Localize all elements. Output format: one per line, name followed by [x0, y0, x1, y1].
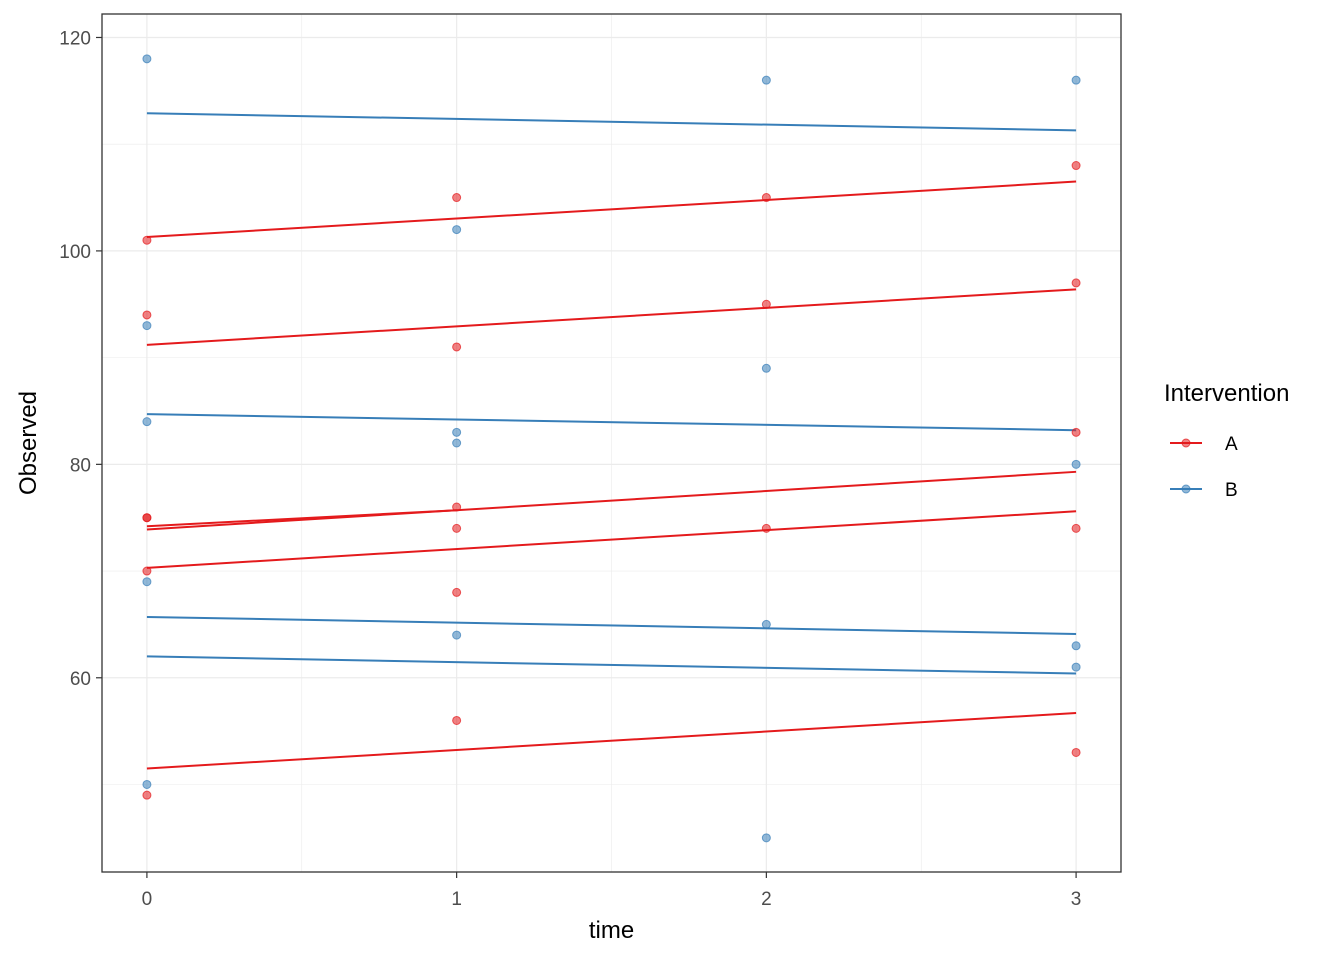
- legend-label-a: A: [1225, 434, 1238, 455]
- data-point-a: [452, 715, 462, 725]
- data-point-a: [142, 566, 152, 576]
- data-point-a: [1071, 523, 1081, 533]
- fit-line-a: [146, 180, 1077, 239]
- fit-line-b: [146, 112, 1077, 132]
- y-axis: 60 80 100 120: [59, 28, 102, 690]
- fit-line-a: [146, 509, 457, 528]
- legend: Intervention A B: [1164, 380, 1289, 501]
- data-point-b: [142, 779, 152, 789]
- data-point-a: [452, 523, 462, 533]
- data-point-b: [761, 363, 771, 373]
- grid-minor: [102, 14, 1121, 872]
- data-point-b: [452, 427, 462, 437]
- data-point-b: [452, 438, 462, 448]
- data-point-a: [142, 790, 152, 800]
- data-point-a: [761, 193, 771, 203]
- fit-line-b: [146, 413, 1077, 432]
- data-point-a: [1071, 747, 1081, 757]
- fit-lines: [146, 112, 1077, 770]
- legend-entry-b: B: [1170, 480, 1238, 501]
- legend-label-b: B: [1225, 480, 1238, 501]
- data-point-b: [142, 321, 152, 331]
- data-point-b: [1071, 641, 1081, 651]
- data-point-b: [1071, 75, 1081, 85]
- data-point-a: [761, 299, 771, 309]
- legend-entry-a: A: [1170, 434, 1238, 455]
- legend-key-point-a: [1181, 438, 1191, 448]
- data-point-a: [142, 310, 152, 320]
- y-tick-label: 80: [70, 455, 91, 476]
- data-point-b: [142, 577, 152, 587]
- x-tick-label: 1: [451, 889, 462, 910]
- x-axis: 0 1 2 3: [142, 872, 1082, 910]
- data-point-a: [142, 513, 152, 523]
- data-point-b: [452, 225, 462, 235]
- legend-key-point-b: [1181, 484, 1191, 494]
- x-tick-label: 2: [761, 889, 772, 910]
- data-point-b: [1071, 459, 1081, 469]
- fit-line-a: [146, 510, 1077, 569]
- data-point-b: [1071, 662, 1081, 672]
- data-point-b: [761, 833, 771, 843]
- data-point-a: [142, 235, 152, 245]
- data-point-a: [452, 587, 462, 597]
- data-point-a: [1071, 427, 1081, 437]
- x-tick-label: 3: [1071, 889, 1082, 910]
- grid-major: [102, 14, 1121, 872]
- data-point-b: [761, 619, 771, 629]
- fit-line-a: [146, 711, 1077, 770]
- fit-line-a: [146, 288, 1077, 346]
- y-tick-label: 100: [59, 242, 91, 263]
- data-point-a: [1071, 278, 1081, 288]
- data-points: [142, 54, 1081, 843]
- data-point-a: [761, 523, 771, 533]
- y-tick-label: 120: [59, 28, 91, 49]
- data-point-b: [142, 54, 152, 64]
- data-point-b: [761, 75, 771, 85]
- y-axis-title: Observed: [15, 391, 42, 495]
- y-tick-label: 60: [70, 669, 91, 690]
- data-point-a: [452, 502, 462, 512]
- fit-line-a: [146, 470, 1077, 531]
- fit-line-b: [146, 615, 1077, 636]
- data-point-a: [452, 342, 462, 352]
- fit-line-b: [146, 655, 1077, 675]
- x-tick-label: 0: [142, 889, 153, 910]
- data-point-a: [452, 193, 462, 203]
- legend-title: Intervention: [1164, 380, 1289, 407]
- data-point-b: [452, 630, 462, 640]
- data-point-a: [1071, 161, 1081, 171]
- plot-panel-border: [101, 13, 1122, 873]
- x-axis-title: time: [589, 917, 634, 944]
- data-point-b: [142, 417, 152, 427]
